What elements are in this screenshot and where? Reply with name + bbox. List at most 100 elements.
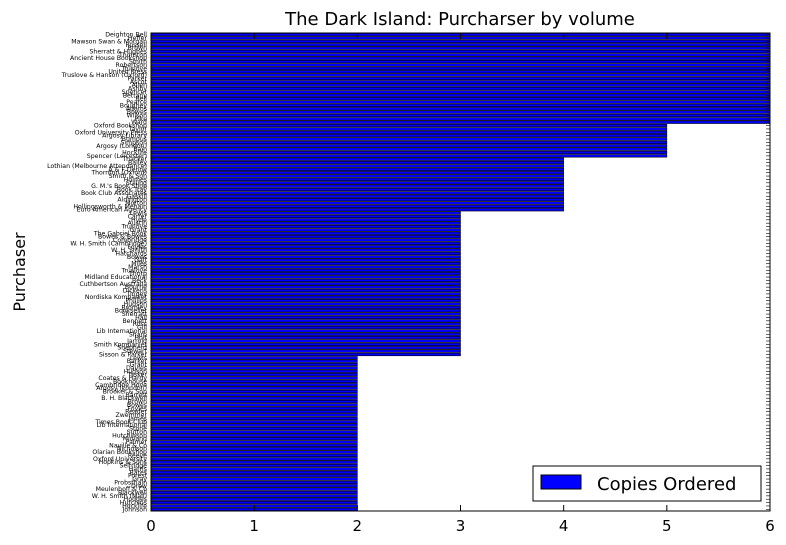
bar	[150, 470, 358, 474]
bar	[150, 218, 461, 222]
y-axis-label: Purchaser	[10, 232, 29, 312]
purchaser-label: Bowes & Bowes	[98, 234, 147, 241]
bar	[150, 457, 358, 461]
bar	[150, 332, 461, 336]
purchaser-label: Lewis	[130, 355, 147, 362]
bar	[150, 46, 771, 50]
bar	[150, 201, 564, 205]
bar	[150, 275, 461, 279]
x-tick-label: 5	[662, 517, 672, 535]
bar	[150, 369, 358, 373]
bar	[150, 298, 461, 303]
bar	[150, 453, 358, 458]
purchaser-label: Pike	[135, 116, 148, 123]
bar	[150, 497, 358, 501]
purchaser-label: Grant	[130, 227, 148, 234]
purchaser-label: Smith Kompaniet	[94, 341, 148, 348]
bar	[150, 198, 564, 202]
bar	[150, 416, 358, 421]
purchaser-label: Gill	[137, 325, 147, 332]
purchaser-label: Bookhouse	[113, 378, 147, 385]
bar	[150, 463, 358, 468]
bar	[150, 235, 461, 239]
purchaser-label: Nordiska Kompaniet	[85, 294, 148, 301]
bars-group	[150, 33, 771, 511]
bar	[150, 265, 461, 269]
purchaser-label: Taylor	[128, 126, 148, 133]
bar	[150, 386, 358, 390]
bar	[150, 278, 461, 283]
purchaser-label: Austin	[128, 220, 148, 227]
bar	[150, 208, 564, 212]
purchaser-label: Russell	[125, 42, 147, 49]
bar	[150, 110, 771, 114]
purchaser-label: Grant	[130, 362, 148, 369]
bar	[150, 373, 358, 377]
bar	[150, 460, 358, 464]
purchaser-label: Bowes	[127, 254, 147, 261]
purchaser-label: Book Club Associates	[81, 190, 147, 197]
purchaser-label: Bowes	[127, 109, 147, 116]
bar	[150, 325, 461, 330]
purchaser-label: Lib International	[96, 328, 147, 335]
bar	[150, 59, 771, 64]
purchaser-label: Meulenhoff & Co	[96, 486, 148, 493]
purchaser-label: Ward	[131, 119, 147, 126]
bar	[150, 49, 771, 54]
bar	[150, 97, 771, 101]
bar	[150, 268, 461, 272]
bar	[150, 251, 461, 256]
purchaser-label: Foyles	[127, 405, 147, 412]
purchaser-label: Argosy (London)	[96, 385, 147, 392]
purchaser-label: Hudson	[124, 301, 148, 308]
bar	[150, 103, 771, 107]
bar	[150, 295, 461, 299]
bar	[150, 134, 668, 138]
purchaser-label: Hocklife	[122, 150, 147, 157]
bar	[150, 73, 771, 77]
bar	[150, 56, 771, 60]
purchaser-label: Thornton	[118, 52, 147, 59]
purchaser-label: Olarian Bookshop	[92, 449, 147, 456]
purchaser-label: Oxford University Press	[75, 129, 147, 136]
purchaser-label: Holmes	[124, 176, 147, 183]
purchaser-label: Lib International	[96, 422, 147, 429]
bar	[150, 437, 358, 441]
purchaser-label: Tingey	[125, 291, 147, 298]
purchaser-label: Bookseller	[115, 308, 148, 315]
bar	[150, 319, 461, 323]
bar	[150, 450, 358, 454]
purchaser-label: Bennett	[122, 318, 147, 325]
bar	[150, 490, 358, 495]
bar	[150, 160, 564, 165]
purchaser-label: Galt	[134, 257, 147, 264]
bar	[150, 39, 771, 44]
bar	[150, 346, 461, 350]
bar	[150, 164, 564, 168]
purchaser-label: Probsthain	[114, 479, 147, 486]
purchaser-label: Combridge	[113, 237, 147, 244]
purchaser-label: Palmer	[126, 439, 148, 446]
bar	[150, 93, 771, 97]
bar	[150, 443, 358, 447]
bar	[150, 282, 461, 286]
purchaser-label: Drew	[131, 483, 147, 490]
purchaser-label: Cuthbertson Australia	[79, 281, 147, 288]
bar	[150, 100, 771, 104]
x-tick-label: 1	[249, 517, 259, 535]
purchaser-label: Cambridge Hove	[95, 382, 147, 389]
bar	[150, 154, 668, 158]
purchaser-label: Barker	[127, 358, 148, 365]
purchaser-label: Naville & Co	[109, 442, 147, 449]
purchaser-label: Lothian (Melbourne Attendance)	[47, 163, 147, 170]
bar	[150, 423, 358, 427]
bar	[150, 144, 668, 148]
purchaser-label: Brown	[128, 45, 147, 52]
bar	[150, 288, 461, 293]
purchaser-label: Allen	[132, 82, 147, 89]
bar	[150, 336, 461, 340]
bar	[150, 399, 358, 404]
bar	[150, 66, 771, 70]
bar	[150, 123, 668, 128]
